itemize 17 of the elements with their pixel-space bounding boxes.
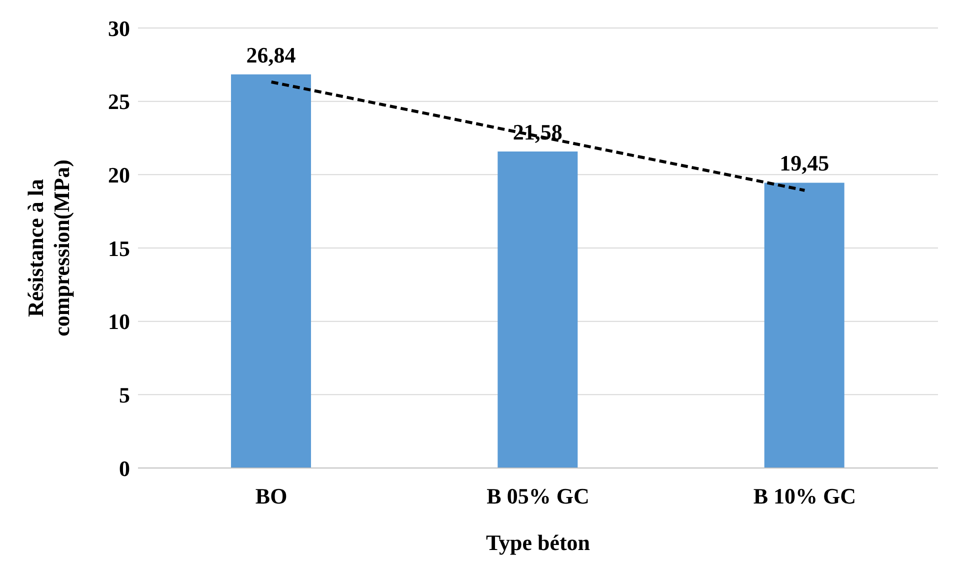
x-tick-label: B 10% GC [753,484,856,509]
bar [231,74,311,468]
y-tick-label: 30 [108,16,130,41]
bar [764,182,844,468]
y-tick-label: 5 [119,382,130,408]
y-tick-label: 0 [119,456,130,481]
data-label: 19,45 [780,150,830,176]
y-axis-title: Résistance à la compression(MPa) [23,160,74,336]
data-label: 26,84 [246,42,296,68]
y-tick-label: 20 [108,162,130,188]
y-tick-label: 25 [108,89,130,114]
x-tick-label: B 05% GC [486,484,590,509]
bar [498,151,578,468]
y-tick-label: 15 [108,236,130,261]
x-tick-label: BO [255,484,288,509]
y-tick-label: 10 [108,309,130,334]
x-axis-title: Type béton [486,530,590,555]
